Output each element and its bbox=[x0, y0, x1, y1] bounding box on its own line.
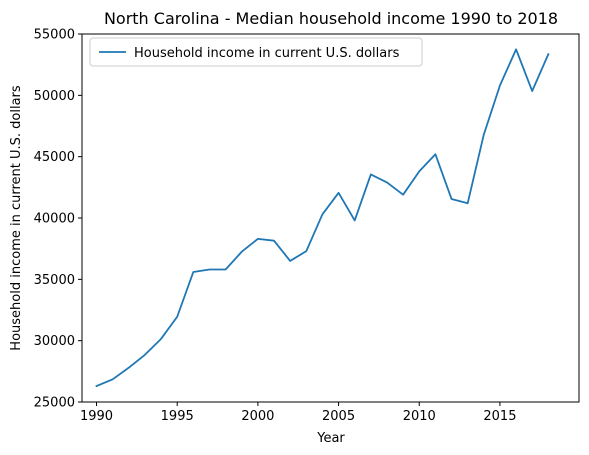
legend-box bbox=[89, 37, 423, 67]
y-tick-label: 55000 bbox=[34, 28, 75, 43]
y-tick-label: 35000 bbox=[34, 273, 75, 288]
legend: Household income in current U.S. dollars bbox=[89, 37, 423, 67]
x-tick-label: 2010 bbox=[403, 409, 436, 424]
x-tick-label: 1995 bbox=[161, 409, 194, 424]
x-axis-label: Year bbox=[316, 431, 345, 446]
y-tick-label: 45000 bbox=[34, 150, 75, 165]
x-tick-label: 2015 bbox=[483, 409, 516, 424]
y-tick-label: 30000 bbox=[34, 334, 75, 349]
y-tick-label: 40000 bbox=[34, 212, 75, 227]
chart-title: North Carolina - Median household income… bbox=[104, 9, 558, 28]
x-tick-label: 2000 bbox=[241, 409, 274, 424]
y-axis: 25000 30000 35000 40000 45000 50000 55000 bbox=[34, 28, 82, 411]
y-tick-label: 50000 bbox=[34, 89, 75, 104]
legend-entry-label: Household income in current U.S. dollars bbox=[134, 46, 400, 61]
y-tick-label: 25000 bbox=[34, 396, 75, 411]
x-tick-label: 2005 bbox=[322, 409, 355, 424]
plot-area-frame bbox=[81, 33, 580, 403]
y-axis-label: Household income in current U.S. dollars bbox=[9, 85, 24, 351]
x-axis: 1990 1995 2000 2005 2010 2015 bbox=[80, 402, 516, 424]
series-line bbox=[95, 48, 550, 388]
x-tick-label: 1990 bbox=[80, 409, 113, 424]
